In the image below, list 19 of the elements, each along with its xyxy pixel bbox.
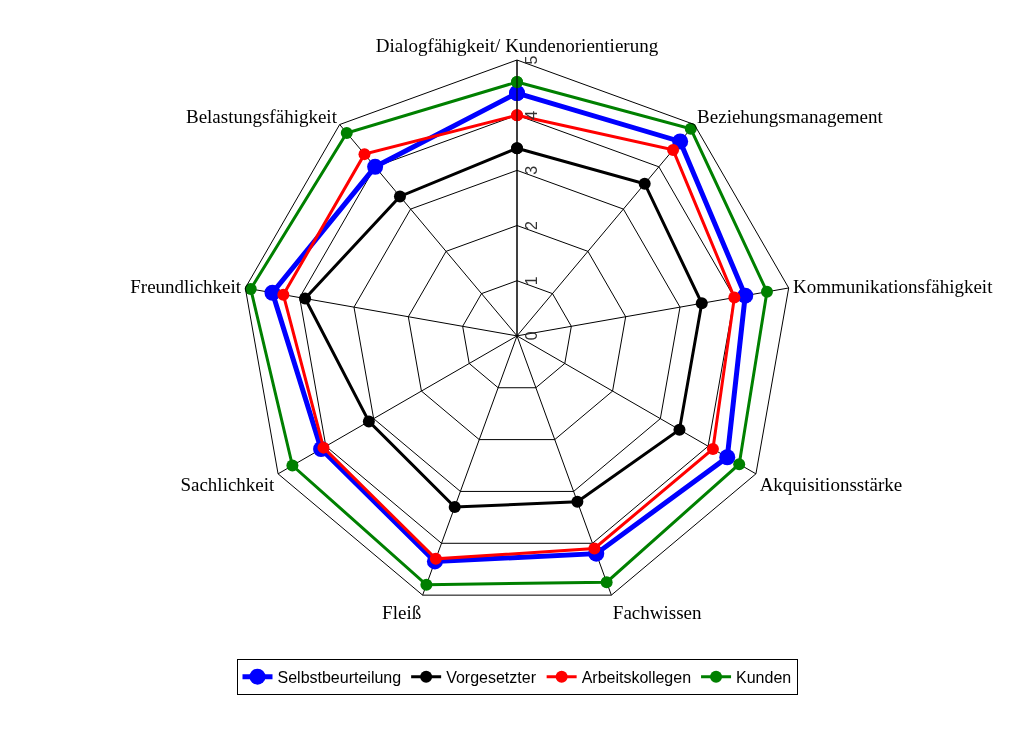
y-tick-label: 0 — [522, 331, 540, 341]
legend-label: Selbstbeurteilung — [277, 668, 402, 686]
y-tick-label: 5 — [522, 55, 540, 65]
y-tick-label: 2 — [522, 220, 540, 230]
y-tick-label: 3 — [522, 165, 540, 175]
spoke-label: Beziehungsmanagement — [697, 105, 884, 127]
legend-label: Vorgesetzter — [446, 668, 537, 686]
spoke-label: Freundlichkeit — [130, 276, 242, 298]
spoke-label: Fachwissen — [612, 602, 702, 624]
spoke-label: Sachlichkeit — [180, 474, 276, 496]
legend-label: Kunden — [736, 668, 792, 686]
y-tick-label: 1 — [522, 276, 540, 286]
spoke-label: Dialogfähigkeit/ Kundenorientierung — [375, 34, 659, 56]
legend-label: Arbeitskollegen — [581, 668, 692, 686]
y-tick-label: 4 — [522, 110, 540, 120]
spoke-label: Belastungsfähigkeit — [185, 105, 338, 127]
spoke-label: Fleiß — [382, 602, 422, 624]
spoke-label: Akquisitionsstärke — [759, 474, 903, 496]
spoke-label: Kommunikationsfähigkeit — [792, 276, 994, 298]
